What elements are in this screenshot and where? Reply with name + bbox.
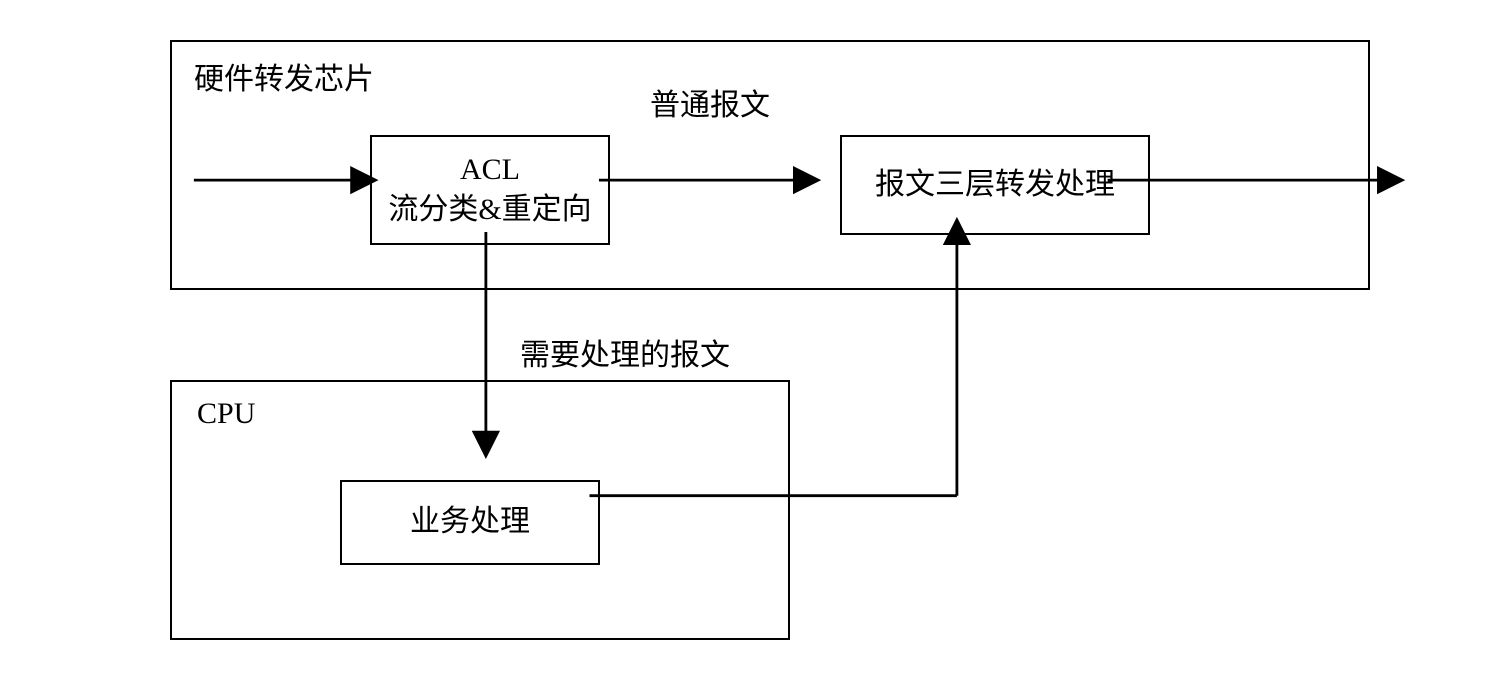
acl-line1: ACL xyxy=(460,150,520,191)
hardware-chip-label: 硬件转发芯片 xyxy=(194,54,374,98)
hardware-chip-container: 硬件转发芯片 xyxy=(170,40,1370,290)
l3-label: 报文三层转发处理 xyxy=(875,165,1115,206)
cpu-label: CPU xyxy=(197,397,255,431)
edge-label-need-process-message: 需要处理的报文 xyxy=(520,330,730,374)
edge-label-normal-message: 普通报文 xyxy=(650,80,770,124)
business-process-node: 业务处理 xyxy=(340,480,600,565)
biz-label: 业务处理 xyxy=(410,502,530,543)
acl-line2: 流分类&重定向 xyxy=(388,190,591,231)
acl-node: ACL 流分类&重定向 xyxy=(370,135,610,245)
diagram-root: 硬件转发芯片 CPU ACL 流分类&重定向 报文三层转发处理 业务处理 普通报… xyxy=(20,20,1468,670)
l3-forward-node: 报文三层转发处理 xyxy=(840,135,1150,235)
